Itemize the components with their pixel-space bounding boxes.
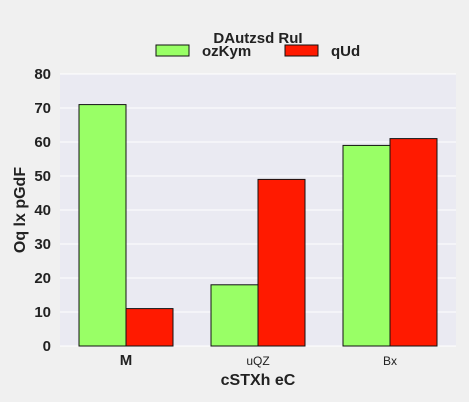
bars	[78, 104, 438, 347]
y-tick-label: 20	[34, 270, 51, 287]
y-tick-label: 10	[34, 304, 51, 321]
x-tick-label: M	[120, 352, 133, 369]
y-tick-label: 0	[43, 338, 51, 355]
y-axis-label: Oq lx pGdF	[12, 167, 29, 253]
x-tick-label: uQZ	[246, 354, 269, 368]
y-tick-label: 50	[34, 168, 51, 185]
y-tick-label: 60	[34, 134, 51, 151]
legend-label-qud: qUd	[331, 43, 360, 60]
y-tick-label: 40	[34, 202, 51, 219]
legend-swatch-qud	[284, 44, 319, 57]
legend-title: DAutzsd RuI	[213, 30, 302, 47]
legend-label-ozkym: ozKym	[202, 43, 251, 60]
bar-qud-m	[125, 308, 174, 347]
y-tick-label: 80	[34, 66, 51, 83]
bar-qud-uqz	[257, 178, 306, 347]
bar-qud-bx	[389, 138, 438, 347]
y-tick-label: 70	[34, 100, 51, 117]
bar-ozkym-uqz	[210, 284, 259, 347]
bar-ozkym-m	[78, 104, 127, 347]
bar-ozkym-bx	[342, 144, 391, 347]
y-tick-label: 30	[34, 236, 51, 253]
x-axis-label: cSTXh eC	[221, 372, 296, 389]
x-tick-label: Bx	[383, 354, 397, 368]
y-axis-ticks: 0 10 20 30 40 50 60 70 80	[34, 66, 51, 355]
legend-swatch-ozkym	[155, 44, 190, 57]
legend: DAutzsd RuI ozKym qUd	[155, 30, 360, 60]
